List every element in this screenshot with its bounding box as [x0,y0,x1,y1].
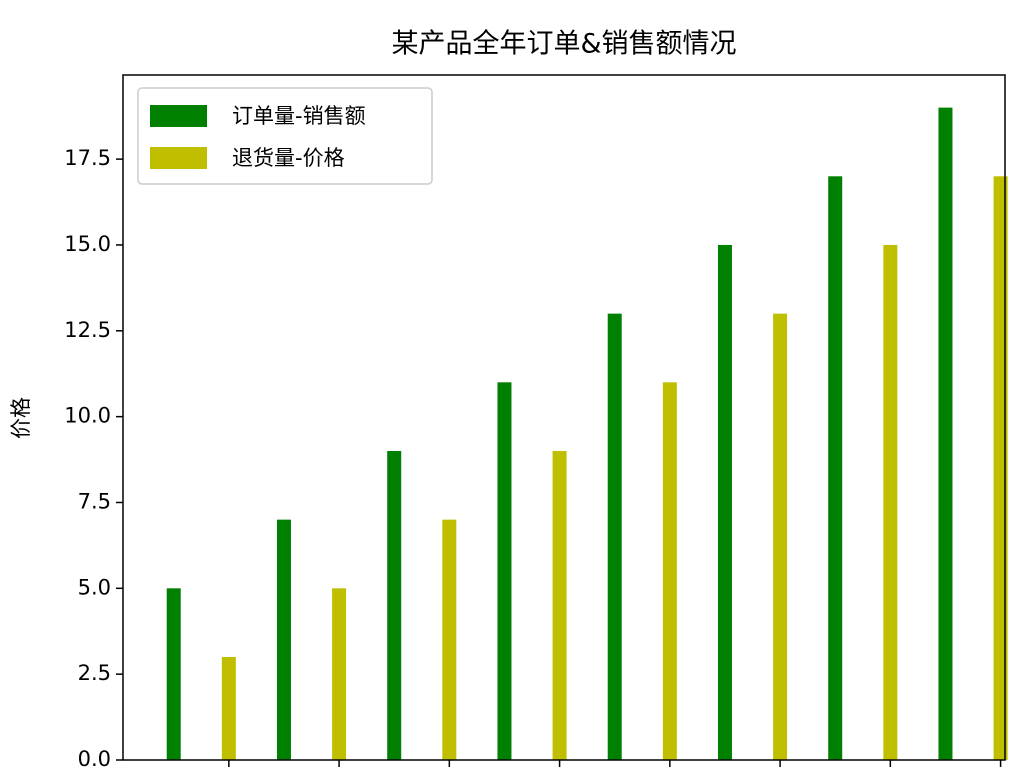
chart-title: 某产品全年订单&销售额情况 [391,29,736,60]
bar [221,656,236,760]
bar [552,450,567,760]
bar [883,244,898,760]
legend-swatch [150,105,207,127]
bar [442,519,457,760]
bar [717,244,732,760]
y-tick-label: 12.5 [64,318,111,342]
plot-frame [122,74,1006,761]
legend-box [137,87,433,185]
y-tick-label: 10.0 [64,404,111,428]
legend-swatch [150,147,207,169]
bar [993,176,1008,761]
bar [938,107,953,761]
bar [607,313,622,760]
y-tick-label: 17.5 [64,146,111,170]
bar [276,519,291,760]
y-tick-label: 7.5 [78,489,111,513]
bar [773,313,788,760]
bar [332,588,347,760]
y-tick-label: 0.0 [78,747,111,771]
bar [662,382,677,760]
y-tick-label: 15.0 [64,232,111,256]
bar [166,588,181,760]
y-tick-label: 2.5 [78,661,111,685]
y-axis-label: 价格 [9,397,33,439]
bar [497,382,512,760]
bar [828,176,843,761]
legend-label: 退货量-价格 [232,146,345,170]
y-tick-label: 5.0 [78,575,111,599]
bar [387,450,402,760]
legend-label: 订单量-销售额 [232,104,366,128]
